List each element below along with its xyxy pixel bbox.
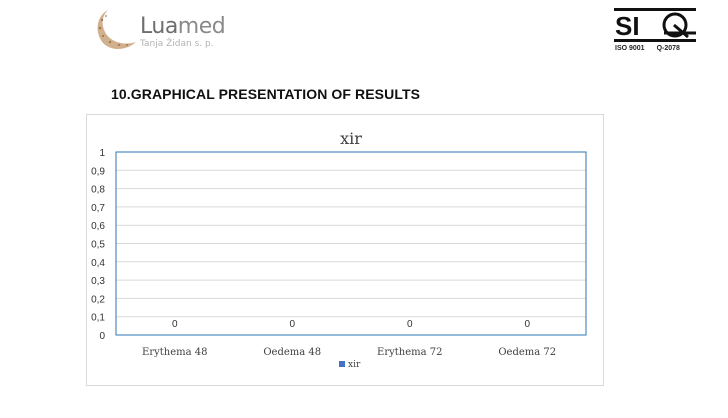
luamed-logo: Luamed Tanja Židan s. p. (92, 8, 232, 52)
y-tick-label: 0,7 (91, 203, 105, 214)
legend-label: xir (348, 360, 361, 370)
chart-title: xir (340, 129, 362, 148)
logo-subtitle: Tanja Židan s. p. (140, 39, 214, 49)
y-tick-label: 0,5 (91, 240, 105, 251)
category-label: Erythema 72 (377, 347, 442, 358)
logo-wordmark: Luamed (140, 14, 226, 39)
data-label: 0 (289, 319, 295, 330)
cert-iso: ISO 9001 (615, 45, 645, 52)
data-label: 0 (524, 319, 530, 330)
section-heading: 10.GRAPHICAL PRESENTATION OF RESULTS (111, 86, 421, 102)
plot-area-border (115, 151, 587, 336)
y-tick-label: 0 (99, 331, 105, 342)
y-tick-label: 0,1 (91, 313, 105, 324)
y-tick-label: 0,4 (91, 258, 105, 269)
y-tick-label: 1 (99, 148, 105, 159)
legend-swatch (339, 361, 345, 367)
y-tick-label: 0,9 (91, 166, 105, 177)
y-tick-label: 0,6 (91, 221, 105, 232)
cert-q: Q-2078 (656, 45, 680, 52)
cert-labels: ISO 9001 Q-2078 (615, 45, 692, 52)
category-label: Oedema 48 (263, 347, 321, 358)
y-tick-label: 0,3 (91, 276, 105, 287)
category-label: Erythema 48 (142, 347, 207, 358)
data-label: 0 (407, 319, 413, 330)
data-label: 0 (172, 319, 178, 330)
siq-mark-icon: SI (614, 8, 696, 42)
y-tick-label: 0,2 (91, 294, 105, 305)
bar-chart: xir 0 0,1 0,2 0,3 0,4 0,5 0,6 0,7 0,8 0,9 1 0 Erythem… (91, 129, 587, 370)
siq-certification-logo: SI ISO 9001 Q-2078 (614, 8, 696, 54)
svg-text:SI: SI (615, 11, 640, 41)
y-tick-label: 0,8 (91, 185, 105, 196)
crescent-moon-icon (97, 10, 136, 50)
chart-container: xir 0 0,1 0,2 0,3 0,4 0,5 0,6 0,7 0,8 0,9 1 0 Erythem… (86, 114, 604, 386)
category-label: Oedema 72 (498, 347, 556, 358)
